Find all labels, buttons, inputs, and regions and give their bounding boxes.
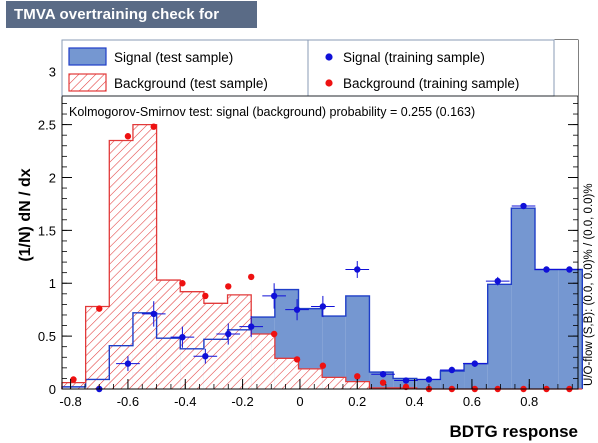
signal-train-point (124, 360, 132, 367)
signal-train-point (494, 277, 501, 285)
y-tick-label: 0.5 (38, 329, 56, 344)
legend: Signal (test sample) Background (test sa… (61, 39, 578, 97)
chart-title: TMVA overtraining check for classifier: … (6, 1, 257, 50)
legend-label-background-train: Background (training sample) (343, 76, 519, 91)
legend-marker-background-train (325, 79, 333, 87)
background-train-point (293, 356, 301, 363)
signal-train-point (150, 310, 157, 318)
background-train-point (379, 379, 387, 386)
x-axis-label: BDTG response (450, 422, 578, 441)
background-test-bar (251, 334, 275, 389)
background-test-bar (109, 140, 133, 389)
y-tick-label: 0 (49, 382, 56, 397)
background-test-bar (180, 291, 204, 389)
signal-train-point (354, 266, 361, 273)
background-train-point (150, 123, 157, 130)
background-train-point (270, 330, 278, 338)
signal-train-point (319, 303, 327, 310)
signal-train-point (543, 266, 550, 273)
y-tick-label: 3 (49, 65, 56, 80)
signal-train-point (471, 360, 478, 367)
ks-test-text: Kolmogorov-Smirnov test: signal (backgro… (69, 105, 475, 119)
signal-test-bar (535, 269, 559, 389)
legend-marker-signal-train (325, 53, 333, 61)
y-tick-label: 1.5 (38, 223, 56, 238)
legend-label-signal-test: Signal (test sample) (114, 50, 233, 65)
x-tick-label: -0.8 (59, 394, 81, 409)
y-tick-label: 2 (49, 170, 56, 185)
signal-train-point (520, 202, 527, 210)
x-tick-label: 0.8 (520, 394, 538, 409)
background-test-bar (203, 303, 228, 389)
y-axis-label: (1/N) dN / dx (17, 168, 34, 261)
overflow-text: U/O-flow (S,B): (0.0, 0.0)% / (0.0, 0.0)… (583, 183, 595, 386)
x-tick-label: -0.4 (174, 394, 196, 409)
signal-train-point (448, 366, 456, 374)
x-tick-label: 0.2 (348, 394, 366, 409)
signal-test-bar (393, 378, 417, 389)
legend-swatch-signal-test (68, 47, 107, 66)
signal-train-point (402, 377, 410, 384)
background-test-bar (298, 368, 323, 389)
signal-train-point (202, 353, 209, 360)
background-train-point (70, 376, 77, 383)
background-test-bar (322, 377, 346, 389)
background-test-bar (227, 294, 252, 389)
signal-test-bar (511, 208, 535, 389)
signal-train-point (270, 292, 278, 300)
signal-train-point (425, 376, 433, 383)
background-train-point (96, 305, 103, 312)
background-test-bar (156, 280, 181, 389)
background-train-point (354, 373, 361, 380)
background-test-bar (62, 382, 86, 389)
signal-test-bar (440, 371, 465, 389)
background-train-point (202, 292, 209, 300)
signal-test-bar (345, 295, 370, 389)
signal-train-point (179, 333, 186, 341)
background-train-point (179, 280, 186, 287)
y-tick-label: 1 (49, 276, 56, 291)
background-train-point (248, 273, 255, 281)
x-tick-label: -0.6 (117, 394, 139, 409)
signal-train-point (566, 266, 573, 273)
x-tick-label: 0.4 (406, 394, 424, 409)
x-tick-label: -0.2 (231, 394, 253, 409)
legend-label-background-test: Background (test sample) (114, 76, 268, 91)
background-test-bar (274, 358, 299, 389)
signal-test-bar (487, 284, 512, 389)
signal-train-point (293, 306, 301, 313)
background-train-point (225, 283, 232, 290)
signal-train-point (225, 330, 232, 338)
signal-test-bar (558, 269, 583, 389)
x-tick-label: 0.6 (463, 394, 481, 409)
signal-train-point (248, 323, 255, 330)
legend-label-signal-train: Signal (training sample) (343, 50, 485, 65)
background-train-point (319, 362, 327, 369)
background-test-bar (132, 124, 157, 389)
signal-test-bar (322, 316, 346, 389)
y-tick-label: 2.5 (38, 118, 56, 133)
background-train-point (124, 133, 132, 140)
background-test-bar (85, 306, 110, 389)
signal-train-point (379, 370, 387, 378)
legend-swatch-background-test (68, 73, 107, 92)
background-train-point (402, 383, 410, 391)
x-tick-label: 0 (296, 394, 303, 409)
signal-test-bar (464, 363, 488, 389)
